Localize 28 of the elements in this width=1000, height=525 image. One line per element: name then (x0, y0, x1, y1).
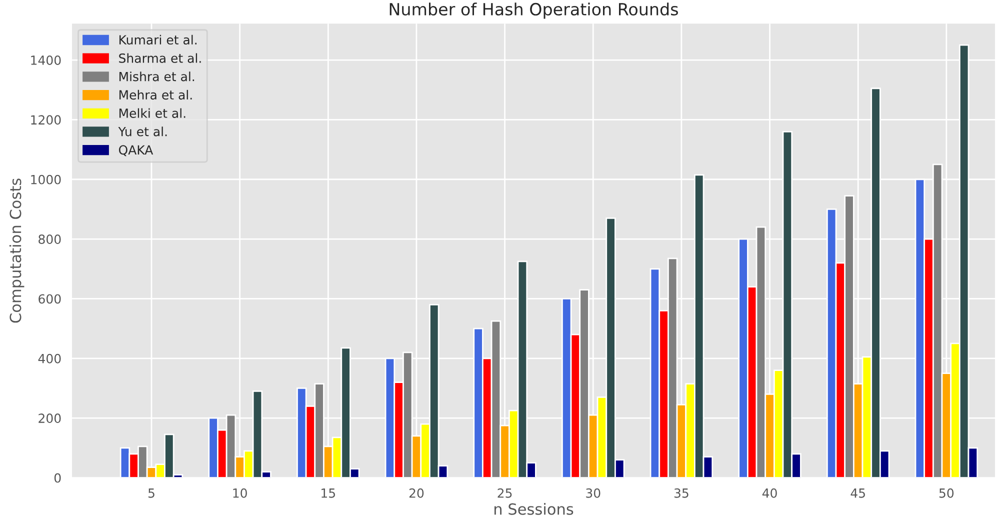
y-tick-label: 400 (38, 354, 61, 364)
chart-title: Number of Hash Operation Rounds (390, 2, 678, 19)
y-tick-label: 0 (54, 473, 61, 483)
x-tick-label: 15 (322, 488, 336, 498)
legend-label: Yu et al. (118, 126, 167, 136)
x-tick-label: 35 (674, 488, 688, 498)
x-tick-label: 40 (762, 488, 777, 498)
y-tick-label: 1000 (31, 174, 61, 184)
y-tick-label: 1400 (31, 56, 61, 65)
legend-label: Mishra et al. (119, 72, 194, 82)
legend-label: Sharma et al. (119, 53, 201, 63)
legend-label: Mehra et al. (119, 90, 192, 100)
y-axis-title: Computation Costs (9, 178, 24, 323)
y-tick-label: 1200 (31, 115, 61, 125)
x-tick-label: 30 (586, 488, 600, 498)
y-tick-label: 200 (38, 414, 61, 423)
legend-label: QAKA (118, 145, 154, 156)
y-tick-label: 600 (38, 294, 61, 304)
legend-label: Melki et al. (119, 108, 186, 118)
y-tick-label: 800 (38, 234, 61, 244)
legend-label: Kumari et al. (119, 34, 196, 45)
x-axis-title: n Sessions (494, 503, 574, 515)
x-tick-label: 5 (148, 488, 154, 498)
x-tick-label: 45 (850, 488, 865, 498)
x-tick-label: 10 (233, 488, 247, 498)
x-tick-label: 20 (409, 488, 424, 498)
x-tick-label: 25 (498, 488, 512, 498)
x-tick-label: 50 (939, 488, 954, 498)
